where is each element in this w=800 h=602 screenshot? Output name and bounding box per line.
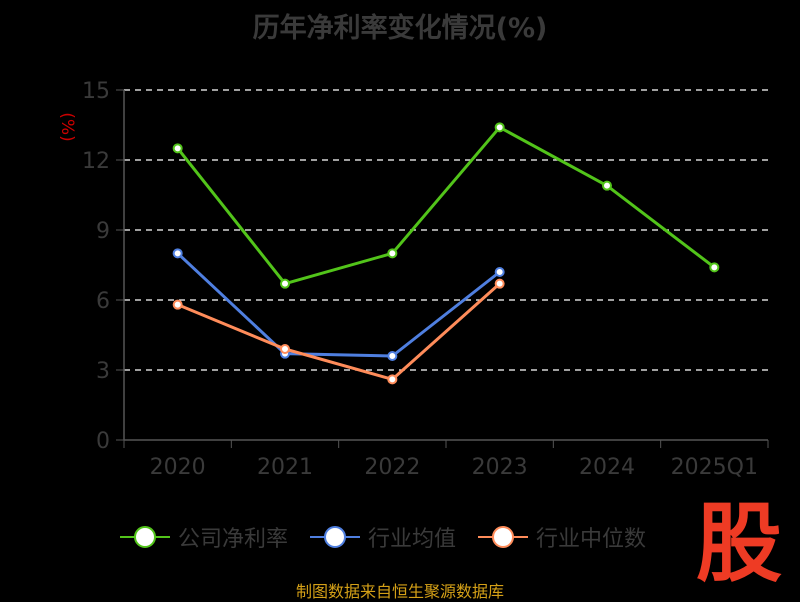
series-line-0 [176, 125, 716, 286]
legend-label: 行业中位数 [536, 527, 647, 552]
x-tick-label: 2022 [364, 455, 420, 480]
data-point [494, 122, 505, 133]
data-point [172, 248, 183, 259]
x-tick-label: 2020 [150, 455, 206, 480]
legend-swatch [478, 524, 529, 550]
legend-swatch [310, 524, 361, 550]
legend-label: 公司净利率 [178, 527, 289, 552]
data-point [387, 248, 398, 259]
y-tick-label: 3 [96, 359, 110, 384]
chart-title: 历年净利率变化情况(%) [252, 13, 548, 44]
data-point [494, 278, 505, 289]
data-source-note: 制图数据来自恒生聚源数据库 [295, 582, 504, 601]
data-point [494, 267, 505, 277]
y-tick-label: 6 [96, 289, 110, 314]
watermark-logo: 股 [696, 494, 782, 594]
data-point [280, 344, 290, 354]
legend-item-1[interactable]: 行业均值 [310, 521, 456, 553]
x-tick-label: 2021 [257, 455, 313, 480]
data-point [172, 143, 183, 154]
x-tick-label: 2024 [579, 455, 635, 480]
series-line-1 [176, 252, 501, 358]
data-point [387, 351, 398, 361]
legend-item-0[interactable]: 公司净利率 [120, 521, 288, 553]
legend-swatch [120, 524, 170, 550]
x-tick-label: 2023 [472, 455, 528, 480]
y-tick-label: 0 [96, 429, 110, 454]
y-tick-label: 15 [82, 79, 110, 104]
series-line-2 [177, 282, 501, 381]
data-point [709, 262, 720, 273]
y-axis-label: (%) [57, 112, 77, 141]
legend-label: 行业均值 [368, 527, 457, 552]
data-point [172, 299, 183, 310]
data-point [602, 180, 612, 191]
data-point [280, 278, 290, 289]
data-point [387, 374, 398, 385]
y-tick-label: 12 [82, 149, 110, 174]
chart-legend: 公司净利率 行业均值 行业中位数 [120, 519, 646, 555]
x-tick-label: 2025Q1 [671, 455, 758, 480]
y-tick-label: 9 [96, 219, 110, 244]
legend-item-2[interactable]: 行业中位数 [478, 521, 646, 553]
